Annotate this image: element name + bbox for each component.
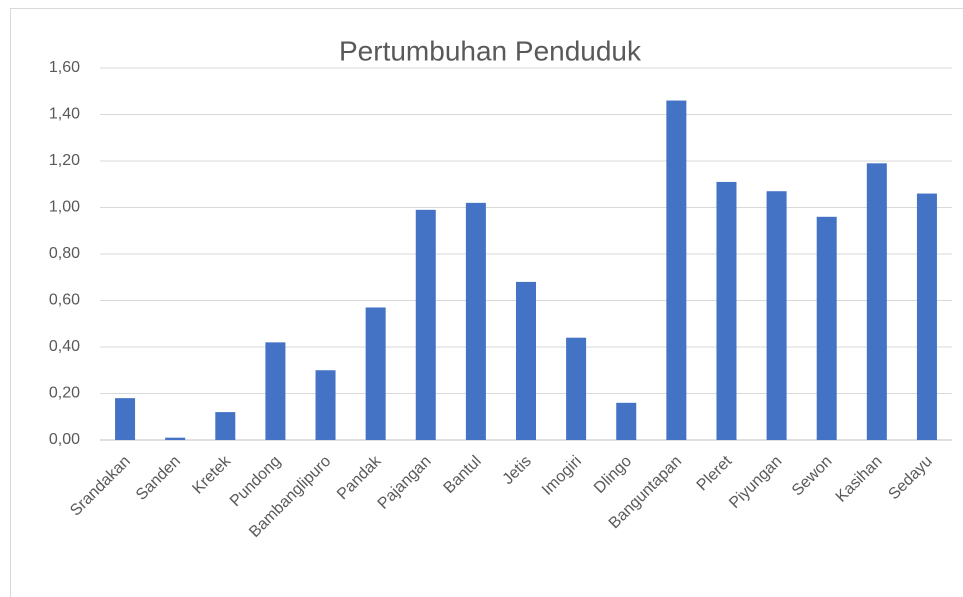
bar — [265, 342, 286, 440]
bar — [516, 281, 536, 440]
bar — [616, 402, 637, 440]
y-tick-label: 1,40 — [49, 106, 80, 123]
bar — [365, 307, 386, 440]
y-tick-label: 1,60 — [49, 59, 80, 76]
y-tick-label: 0,80 — [49, 245, 80, 262]
y-tick-label: 0,20 — [49, 385, 80, 402]
bar — [315, 370, 336, 440]
bar — [816, 216, 837, 440]
bar — [465, 202, 486, 440]
y-tick-label: 0,00 — [49, 431, 80, 448]
bar — [866, 163, 887, 440]
chart-border — [10, 8, 963, 597]
y-tick-label: 1,20 — [49, 152, 80, 169]
bar — [415, 209, 436, 440]
bar — [115, 398, 136, 440]
bar — [666, 100, 687, 441]
bar — [215, 412, 236, 440]
bar — [766, 191, 787, 440]
y-tick-label: 0,40 — [49, 338, 80, 355]
y-tick-label: 1,00 — [49, 199, 80, 216]
bar — [165, 437, 186, 440]
bar — [916, 193, 937, 440]
bar — [716, 181, 737, 441]
chart-title: Pertumbuhan Penduduk — [339, 35, 642, 66]
bar — [566, 337, 587, 440]
y-tick-label: 0,60 — [49, 292, 80, 309]
